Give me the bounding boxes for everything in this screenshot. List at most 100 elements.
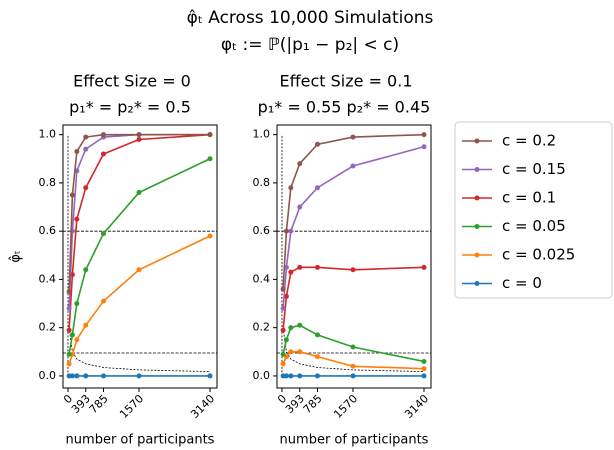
y-tick-label: 0.8: [253, 176, 271, 189]
data-point: [314, 373, 320, 379]
data-point: [74, 301, 80, 307]
data-point: [100, 132, 106, 138]
data-point: [283, 228, 289, 234]
series-line: [68, 158, 211, 355]
legend-marker: [474, 281, 480, 286]
series-line: [282, 266, 425, 331]
data-point: [136, 267, 142, 273]
data-point: [136, 132, 142, 138]
y-tick-label: 0.0: [39, 369, 57, 382]
y-tick-label: 0.0: [253, 369, 271, 382]
data-point: [297, 349, 303, 355]
y-tick-label: 0.6: [39, 224, 57, 237]
y-tick-label: 0.4: [39, 272, 57, 285]
y-tick-label: 0.2: [253, 321, 271, 334]
data-point: [83, 373, 89, 379]
y-tick-label: 0.8: [39, 176, 57, 189]
x-tick-label: 3140: [188, 392, 217, 421]
x-tick-label: 785: [87, 392, 111, 416]
data-point: [100, 373, 106, 379]
data-point: [314, 332, 320, 338]
legend-label: c = 0.025: [502, 246, 575, 264]
legend-marker: [474, 138, 480, 144]
data-point: [297, 322, 303, 328]
data-point: [207, 156, 213, 162]
data-point: [350, 134, 356, 140]
legend-label: c = 0.05: [502, 217, 566, 235]
legend-marker: [474, 167, 480, 172]
x-tick-label: 1570: [117, 392, 146, 421]
data-point: [297, 373, 303, 379]
legend-marker: [474, 252, 480, 258]
data-point: [283, 373, 289, 379]
data-point: [66, 361, 72, 367]
series-line: [68, 235, 211, 365]
data-point: [207, 132, 213, 138]
data-point: [280, 305, 286, 311]
data-point: [314, 141, 320, 147]
data-point: [288, 269, 294, 275]
data-point: [66, 288, 72, 294]
data-point: [283, 293, 289, 299]
data-point: [280, 286, 286, 292]
data-point: [83, 267, 89, 273]
legend-label: c = 0.15: [502, 160, 566, 178]
data-point: [421, 132, 427, 138]
data-point: [314, 354, 320, 360]
data-point: [421, 366, 427, 372]
data-point: [280, 361, 286, 367]
panel-subtitle: p₁* = 0.55 p₂* = 0.45: [258, 98, 431, 117]
panel-subtitle: p₁* = p₂* = 0.5: [69, 98, 191, 117]
data-point: [314, 185, 320, 191]
legend-box: [454, 121, 613, 299]
data-point: [288, 325, 294, 331]
data-point: [280, 327, 286, 333]
data-point: [100, 231, 106, 237]
data-point: [69, 192, 75, 198]
data-point: [66, 327, 72, 333]
data-point: [66, 351, 72, 357]
data-point: [283, 337, 289, 343]
series-line: [282, 324, 425, 363]
y-tick-label: 1.0: [253, 128, 271, 141]
data-point: [297, 204, 303, 210]
data-point: [314, 264, 320, 270]
x-tick-label: 1570: [331, 392, 360, 421]
data-point: [350, 373, 356, 379]
series-line: [68, 133, 211, 331]
series-line: [282, 133, 425, 290]
legend-label: c = 0.1: [502, 189, 556, 207]
data-point: [350, 344, 356, 350]
panel-title: Effect Size = 0: [73, 72, 191, 91]
data-point: [350, 163, 356, 169]
data-point: [421, 264, 427, 270]
data-point: [207, 373, 213, 379]
data-point: [136, 136, 142, 142]
data-point: [136, 190, 142, 196]
data-point: [100, 151, 106, 157]
panel-title: Effect Size = 0.1: [280, 72, 413, 91]
x-tick-label: 785: [301, 392, 325, 416]
data-point: [69, 373, 75, 379]
y-axis-label: φ̂ₜ: [9, 250, 24, 263]
data-point: [350, 363, 356, 369]
reference-curve: [68, 327, 210, 372]
y-tick-label: 0.6: [253, 224, 271, 237]
data-point: [100, 298, 106, 304]
data-point: [83, 146, 89, 152]
reference-curve: [282, 327, 424, 372]
y-tick-label: 0.4: [253, 272, 271, 285]
data-point: [66, 305, 72, 311]
legend-label: c = 0: [502, 274, 542, 292]
plot-frame: [62, 124, 218, 389]
legend-marker: [474, 195, 480, 201]
plot-frame: [276, 124, 432, 389]
data-point: [83, 322, 89, 328]
data-point: [288, 349, 294, 355]
data-point: [421, 358, 427, 364]
y-tick-label: 1.0: [39, 128, 57, 141]
data-point: [74, 149, 80, 155]
legend-marker: [474, 224, 480, 229]
data-point: [83, 185, 89, 191]
